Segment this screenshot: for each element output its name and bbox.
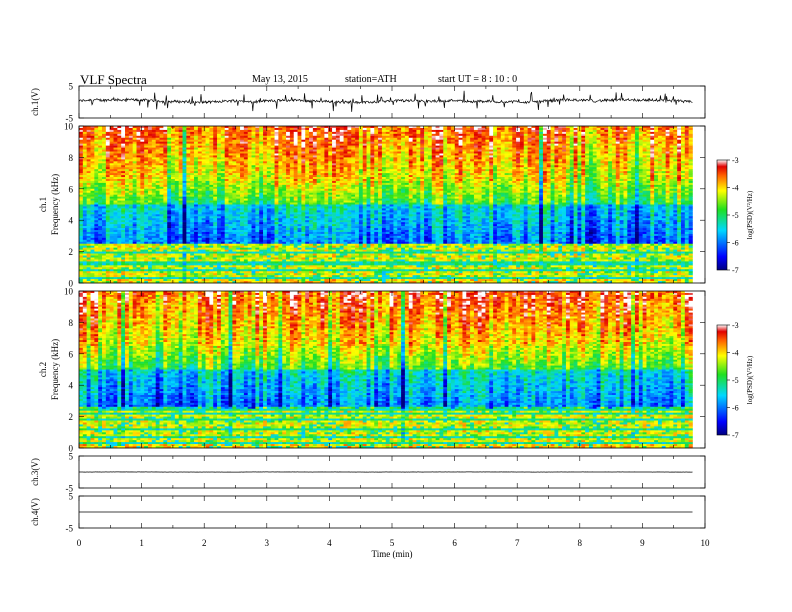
x-tick-label: 8: [578, 538, 583, 548]
ch1-spectrogram-colorbar-label: log(PSD)(V²/Hz): [746, 190, 754, 239]
y-tick-label: 4: [69, 381, 74, 391]
y-tick-label: 2: [69, 412, 74, 422]
y-tick-label: 6: [69, 184, 74, 194]
colorbar-tick-label: -3: [732, 156, 739, 165]
ch2-spectrogram-colorbar: [717, 325, 727, 435]
y-tick-label: 2: [69, 247, 74, 257]
x-tick-label: 3: [265, 538, 270, 548]
colorbar-tick-label: -5: [732, 376, 739, 385]
ch4-waveform-ylabel: ch.4(V): [30, 498, 40, 526]
colorbar-tick-label: -6: [732, 239, 739, 248]
vlf-figure: 5-5ch.1(V)0246810ch.1 Frequency (kHz)-3-4…: [0, 0, 792, 612]
ch1-spectrogram-colorbar: [717, 160, 727, 270]
y-tick-label: -5: [66, 524, 74, 534]
y-tick-label: 10: [64, 287, 74, 297]
y-tick-label: 8: [69, 153, 74, 163]
x-tick-label: 0: [77, 538, 82, 548]
ch1-spectrogram-ylabel: Frequency (kHz): [50, 174, 60, 235]
x-axis-label: Time (min): [372, 549, 413, 559]
colorbar-tick-label: -7: [732, 431, 739, 440]
ch2-spectrogram-channel-label: ch.2: [38, 362, 48, 377]
colorbar-tick-label: -4: [732, 349, 739, 358]
y-tick-label: 8: [69, 318, 74, 328]
ch2-spectrogram-colorbar-label: log(PSD)(V²/Hz): [746, 355, 754, 404]
x-tick-label: 7: [515, 538, 520, 548]
x-tick-label: 10: [701, 538, 711, 548]
y-tick-label: 4: [69, 216, 74, 226]
x-tick-label: 4: [327, 538, 332, 548]
ch1-waveform-ylabel: ch.1(V): [30, 88, 40, 116]
colorbar-tick-label: -4: [732, 184, 739, 193]
x-tick-label: 9: [640, 538, 645, 548]
ch2-spectrogram-ylabel: Frequency (kHz): [50, 339, 60, 400]
x-tick-label: 2: [202, 538, 207, 548]
colorbar-tick-label: -7: [732, 266, 739, 275]
y-tick-label: 5: [69, 452, 74, 462]
colorbar-tick-label: -6: [732, 404, 739, 413]
x-tick-label: 5: [390, 538, 395, 548]
colorbar-tick-label: -5: [732, 211, 739, 220]
ch3-waveform-ylabel: ch.3(V): [30, 458, 40, 486]
colorbar-tick-label: -3: [732, 321, 739, 330]
y-tick-label: 5: [69, 492, 74, 502]
ch1-spectrogram-channel-label: ch.1: [38, 197, 48, 212]
ch2-spectrogram-cells: [79, 291, 693, 448]
y-tick-label: 10: [64, 122, 74, 132]
ch1-spectrogram-cells: [79, 126, 693, 283]
ch1-waveform-line: [79, 91, 693, 112]
y-tick-label: 5: [69, 82, 74, 92]
y-tick-label: 6: [69, 349, 74, 359]
x-tick-label: 6: [452, 538, 457, 548]
x-tick-label: 1: [139, 538, 144, 548]
